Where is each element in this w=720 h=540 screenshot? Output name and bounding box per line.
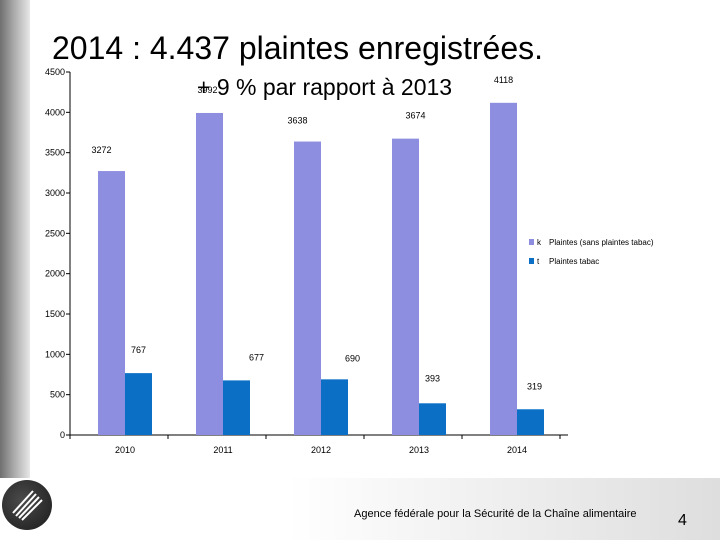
legend-swatch xyxy=(529,258,534,264)
y-tick-label: 4000 xyxy=(45,107,65,117)
slide-subtitle: + 9 % par rapport à 2013 xyxy=(197,74,453,100)
x-tick-label: 2011 xyxy=(213,445,232,455)
y-tick-label: 1500 xyxy=(45,309,65,319)
slide-title: 2014 : 4.437 plaintes enregistrées. xyxy=(52,30,543,66)
afsca-logo-icon xyxy=(2,480,52,530)
legend-swatch xyxy=(529,239,534,245)
bar-plaintes-2010 xyxy=(98,171,125,436)
bar-tabac-2013 xyxy=(419,403,446,435)
footer-band xyxy=(0,478,720,540)
bar-tabac-2010 xyxy=(125,373,152,435)
data-label: 4118 xyxy=(494,75,513,85)
bar-plaintes-2011 xyxy=(196,112,223,435)
y-tick-label: 2000 xyxy=(45,269,65,279)
x-tick-label: 2013 xyxy=(409,445,429,455)
x-tick-label: 2012 xyxy=(311,445,331,455)
left-decor-bar xyxy=(0,0,30,540)
bar-tabac-2014 xyxy=(517,409,544,435)
data-label: 677 xyxy=(249,352,264,362)
data-label: 3992 xyxy=(197,85,217,95)
legend-marker: t xyxy=(537,257,540,266)
bar-plaintes-2014 xyxy=(490,102,517,435)
data-label: 690 xyxy=(345,353,360,363)
x-tick-label: 2010 xyxy=(115,445,135,455)
y-tick-label: 0 xyxy=(60,430,65,440)
page-number: 4 xyxy=(678,512,687,529)
bar-plaintes-2012 xyxy=(294,141,321,435)
legend-label: Plaintes (sans plaintes tabac) xyxy=(549,238,654,247)
bar-plaintes-2013 xyxy=(392,138,419,435)
y-tick-label: 500 xyxy=(50,390,65,400)
y-tick-label: 2500 xyxy=(45,228,65,238)
bar-tabac-2012 xyxy=(321,379,348,435)
agency-footer: Agence fédérale pour la Sécurité de la C… xyxy=(354,508,637,520)
legend-label: Plaintes tabac xyxy=(549,257,599,266)
data-label: 3674 xyxy=(405,111,425,121)
legend-marker: k xyxy=(537,238,542,247)
y-tick-label: 1000 xyxy=(45,349,65,359)
data-label: 319 xyxy=(527,381,542,391)
y-tick-label: 3500 xyxy=(45,148,65,158)
y-tick-label: 3000 xyxy=(45,188,65,198)
data-label: 3638 xyxy=(287,116,307,126)
data-label: 393 xyxy=(425,373,440,383)
bar-tabac-2011 xyxy=(223,380,250,435)
y-tick-label: 4500 xyxy=(45,67,65,77)
data-label: 3272 xyxy=(91,145,111,155)
x-tick-label: 2014 xyxy=(507,445,527,455)
data-label: 767 xyxy=(131,345,146,355)
